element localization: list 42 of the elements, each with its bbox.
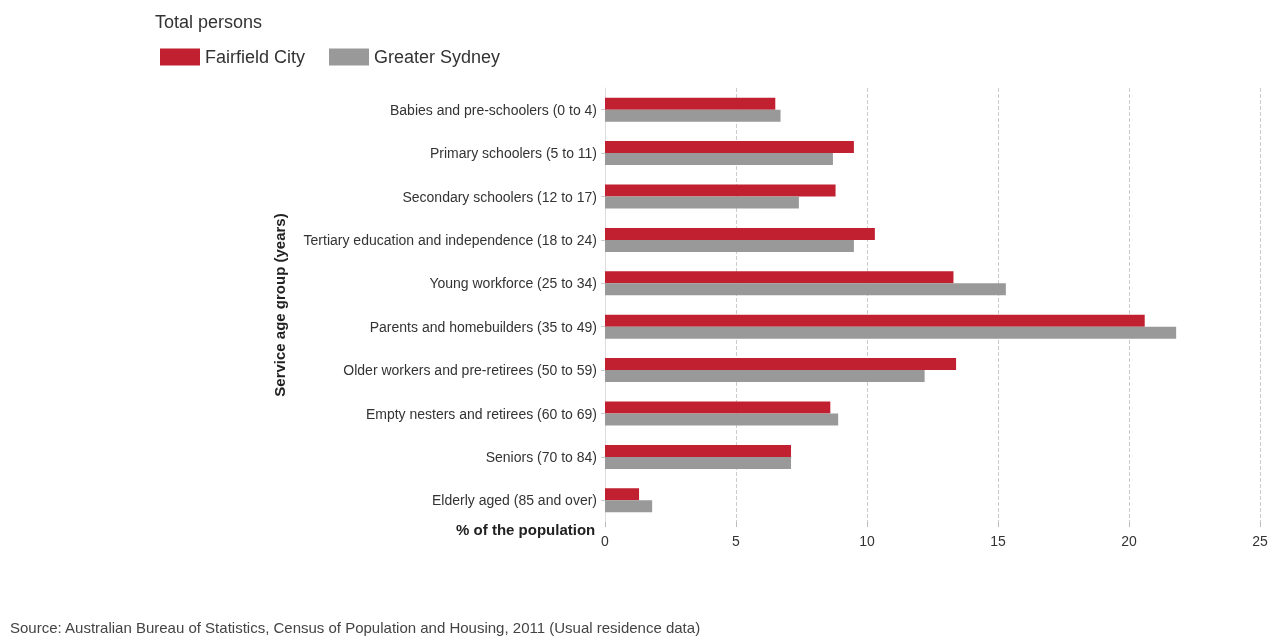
bar <box>605 500 653 513</box>
bar <box>605 97 776 110</box>
legend-label: Fairfield City <box>205 47 306 67</box>
bar <box>605 413 839 426</box>
y-tick-label: Empty nesters and retirees (60 to 69) <box>365 405 597 422</box>
bar <box>605 109 781 122</box>
y-tick-label: Elderly aged (85 and over) <box>432 492 597 509</box>
bar <box>605 488 640 501</box>
bar <box>605 141 854 154</box>
y-tick-label: Older workers and pre-retirees (50 to 59) <box>343 362 597 379</box>
bar <box>605 184 836 197</box>
x-axis-title: % of the population <box>456 521 596 538</box>
x-tick-label: 15 <box>990 533 1006 549</box>
bar <box>605 271 954 284</box>
y-tick-label: Young workforce (25 to 34) <box>429 275 597 292</box>
x-tick-label: 5 <box>732 533 741 549</box>
legend-label: Greater Sydney <box>374 47 501 67</box>
bar <box>605 326 1177 339</box>
bar <box>605 314 1145 327</box>
y-tick-label: Parents and homebuilders (35 to 49) <box>369 318 597 335</box>
x-tick-label: 0 <box>601 533 610 549</box>
x-tick-label: 10 <box>859 533 875 549</box>
bar <box>605 239 854 252</box>
bar <box>605 358 957 371</box>
bar <box>605 153 833 166</box>
source-note: Source: Australian Bureau of Statistics, Census of Population and Housing, 2011 (Usual residence data) <box>10 619 701 636</box>
bar <box>605 444 792 457</box>
y-tick-label: Secondary schoolers (12 to 17) <box>402 188 597 205</box>
x-tick-label: 20 <box>1121 533 1137 549</box>
x-tick-label: 25 <box>1252 533 1268 549</box>
legend-title: Total persons <box>155 12 263 32</box>
y-tick-label: Seniors (70 to 84) <box>485 448 597 465</box>
y-tick-label: Primary schoolers (5 to 11) <box>429 145 597 162</box>
bar <box>605 401 831 414</box>
bar <box>605 283 1006 296</box>
y-axis-title: Service age group (years) <box>271 213 288 397</box>
bar <box>605 456 792 469</box>
bar <box>605 227 875 240</box>
y-tick-label: Babies and pre-schoolers (0 to 4) <box>390 101 597 118</box>
y-tick-label: Tertiary education and independence (18 to 24) <box>303 231 597 248</box>
bar <box>605 196 799 209</box>
bar <box>605 370 925 383</box>
